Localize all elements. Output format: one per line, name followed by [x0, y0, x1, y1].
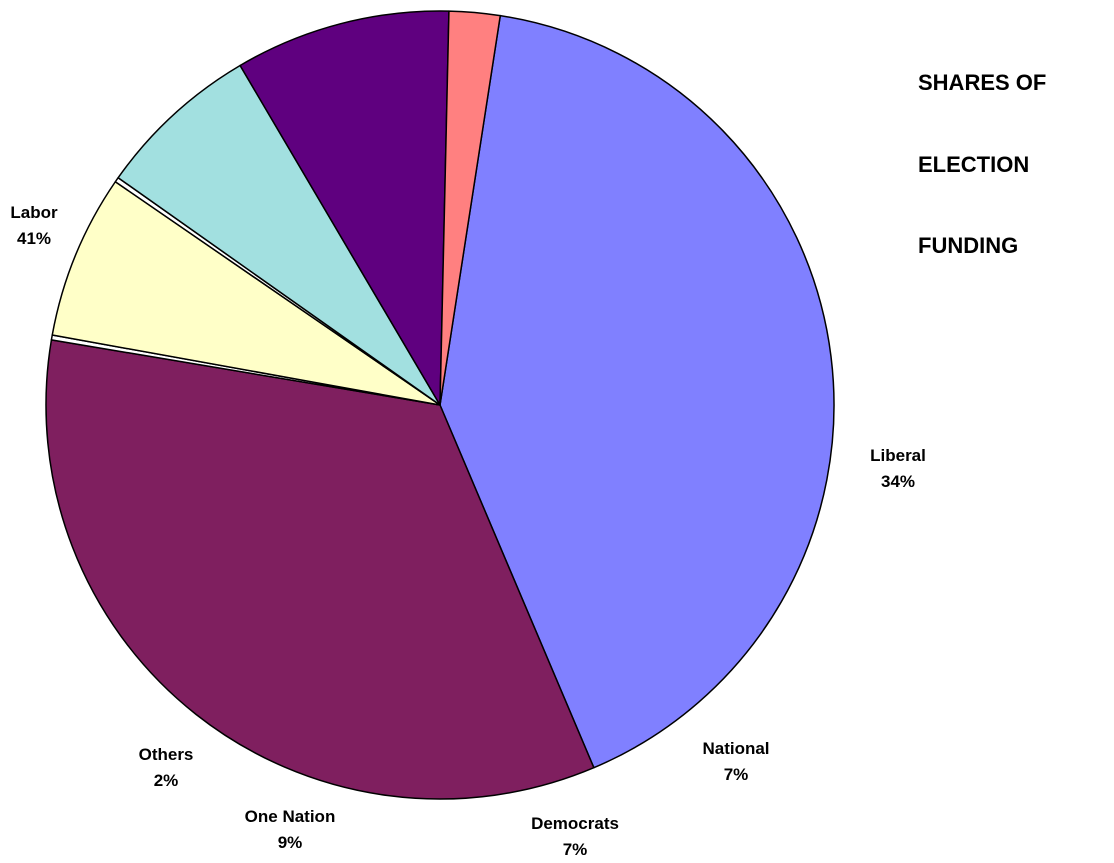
slice-label-others: Others 2% [124, 742, 208, 794]
chart-title-line-1: SHARES OF [918, 70, 1047, 95]
pie-slices [45, 10, 835, 800]
chart-title-line-3: FUNDING [918, 233, 1019, 258]
slice-label-others-name: Others [138, 745, 194, 764]
slice-label-one-nation: One Nation 9% [226, 804, 354, 856]
slice-label-democrats-name: Democrats [531, 814, 619, 833]
slice-labor [439, 14, 835, 769]
slice-liberal [45, 339, 595, 800]
slice-label-national-percent: 7% [723, 765, 749, 784]
slice-label-others-percent: 2% [153, 771, 179, 790]
slice-label-national: National 7% [686, 736, 786, 788]
slice-national [51, 181, 441, 406]
slice-label-one-nation-percent: 9% [277, 833, 303, 852]
slice-label-labor-percent: 41% [16, 229, 52, 248]
slice-one-nation [239, 10, 450, 406]
slice-label-liberal-percent: 34% [880, 472, 916, 491]
chart-title-line-2: ELECTION [918, 152, 1030, 177]
slice-others [439, 10, 502, 406]
slice-label-liberal-name: Liberal [870, 446, 926, 465]
slice-label-democrats: Democrats 7% [515, 811, 635, 863]
slice-label-labor: Labor 41% [4, 200, 64, 252]
slice-label-one-nation-name: One Nation [244, 807, 336, 826]
slice-democrats [117, 64, 441, 406]
slice-label-democrats-percent: 7% [562, 840, 588, 859]
slice-label-national-name: National [702, 739, 770, 758]
slice-label-labor-name: Labor [10, 203, 58, 222]
slice-label-liberal: Liberal 34% [858, 443, 938, 495]
